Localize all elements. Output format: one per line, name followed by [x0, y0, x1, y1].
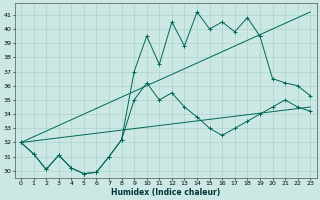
- X-axis label: Humidex (Indice chaleur): Humidex (Indice chaleur): [111, 188, 220, 197]
